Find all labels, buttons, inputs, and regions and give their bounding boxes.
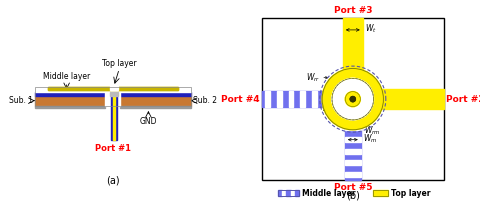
Bar	[343, 78, 363, 120]
Bar	[110, 92, 119, 96]
Bar	[35, 96, 106, 106]
Bar	[336, 91, 341, 107]
Bar	[343, 18, 363, 99]
Bar	[353, 89, 373, 109]
Text: $W_m$: $W_m$	[363, 132, 377, 145]
Bar	[106, 96, 120, 106]
Bar	[288, 91, 293, 107]
Bar	[312, 91, 317, 107]
Text: Top layer: Top layer	[102, 59, 137, 68]
Bar	[295, 190, 300, 196]
Bar	[277, 190, 282, 196]
Bar	[262, 91, 353, 107]
Text: (b): (b)	[346, 191, 360, 201]
Bar	[110, 86, 119, 90]
Text: GND: GND	[140, 117, 157, 126]
Circle shape	[345, 92, 360, 107]
Text: Port #1: Port #1	[95, 144, 131, 153]
Text: Port #4: Port #4	[221, 95, 260, 104]
Bar	[345, 113, 360, 118]
Text: Top layer: Top layer	[391, 188, 431, 198]
Bar	[353, 89, 444, 109]
Bar	[35, 87, 191, 106]
Text: Middle layer: Middle layer	[302, 188, 356, 198]
Bar	[120, 96, 191, 106]
Circle shape	[350, 97, 355, 102]
Circle shape	[332, 78, 373, 120]
Bar	[120, 106, 191, 108]
Bar	[372, 190, 388, 196]
Circle shape	[332, 78, 373, 120]
Bar	[119, 87, 178, 90]
Text: Port #5: Port #5	[334, 183, 372, 192]
Circle shape	[350, 97, 355, 102]
Bar	[345, 149, 360, 153]
Bar	[48, 87, 178, 90]
Bar	[265, 91, 270, 107]
Bar	[113, 96, 115, 140]
Text: Port #2: Port #2	[446, 95, 480, 104]
Bar	[277, 190, 300, 196]
Bar	[300, 91, 305, 107]
Bar	[35, 92, 106, 96]
Bar	[48, 87, 110, 90]
Bar	[120, 92, 191, 96]
Bar	[35, 90, 191, 92]
Text: $W_t$: $W_t$	[365, 23, 376, 35]
Text: $W_{rr}$: $W_{rr}$	[306, 71, 320, 84]
Text: Sub. 2: Sub. 2	[192, 96, 216, 105]
Text: Port #3: Port #3	[334, 6, 372, 15]
Text: (a): (a)	[106, 176, 120, 186]
Bar	[35, 106, 106, 108]
Text: $R_i$: $R_i$	[322, 103, 331, 115]
Bar	[111, 96, 118, 140]
Bar	[345, 125, 360, 130]
Bar	[287, 190, 291, 196]
Bar	[324, 91, 329, 107]
Bar	[345, 172, 360, 177]
Text: Sub. 1: Sub. 1	[9, 96, 33, 105]
Bar	[345, 160, 360, 165]
Circle shape	[322, 68, 384, 130]
Bar	[345, 137, 360, 142]
Bar	[262, 18, 444, 180]
Text: Middle layer: Middle layer	[43, 72, 90, 81]
Bar	[291, 190, 295, 196]
Bar	[372, 190, 388, 196]
Bar	[106, 92, 120, 96]
Bar	[276, 91, 282, 107]
Text: $W_{rm}$: $W_{rm}$	[364, 125, 380, 137]
Circle shape	[345, 92, 360, 107]
Bar	[345, 101, 360, 106]
Bar	[345, 99, 360, 180]
Bar	[282, 190, 287, 196]
